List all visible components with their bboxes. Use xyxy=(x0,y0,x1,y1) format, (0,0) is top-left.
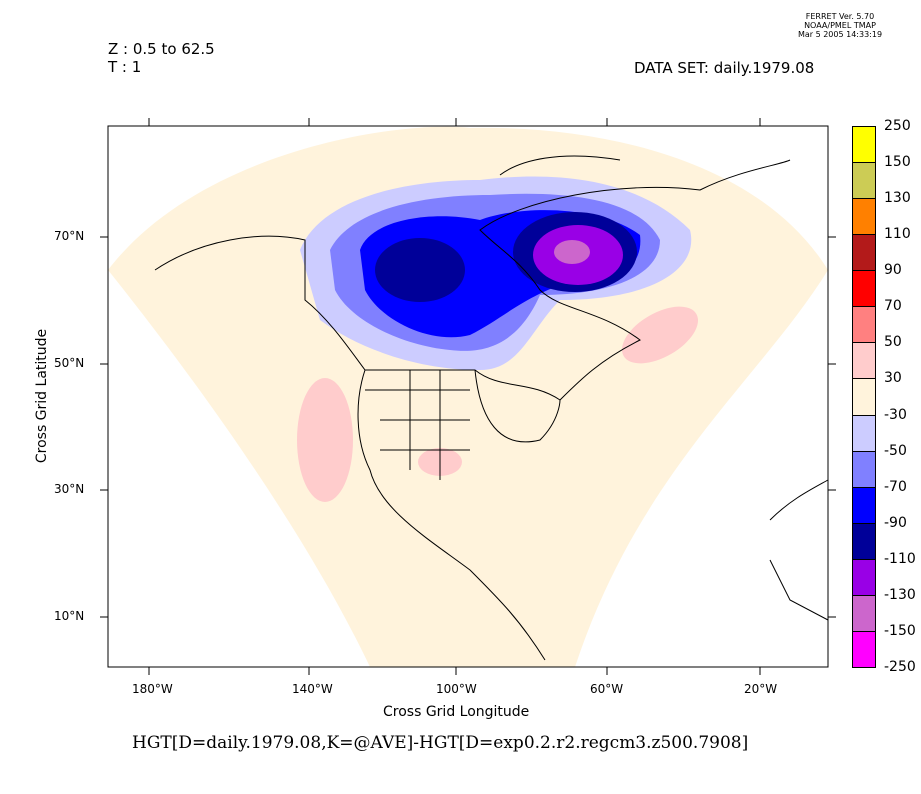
colorbar-swatch xyxy=(852,486,876,524)
colorbar-label: 70 xyxy=(884,298,902,315)
y-tick: 30°N xyxy=(54,482,85,496)
y-tick: 10°N xyxy=(54,609,85,623)
anomaly-orchid xyxy=(554,240,590,264)
stamp-date: Mar 5 2005 14:33:19 xyxy=(797,30,883,39)
colorbar-label: -30 xyxy=(884,406,907,423)
t-value: T : 1 xyxy=(108,58,142,76)
x-tick: 180°W xyxy=(132,682,173,696)
colorbar-label: 50 xyxy=(884,334,902,351)
z-range: Z : 0.5 to 62.5 xyxy=(108,40,215,58)
colorbar-swatch xyxy=(852,270,876,308)
y-tick: 50°N xyxy=(54,356,85,370)
colorbar-label: 90 xyxy=(884,262,902,279)
stamp-version: FERRET Ver. 5.70 xyxy=(805,12,875,21)
colorbar-label: 150 xyxy=(884,154,911,171)
colorbar-swatch xyxy=(852,234,876,272)
colorbar-label: -110 xyxy=(884,550,916,567)
colorbar-swatch xyxy=(852,450,876,488)
colorbar-label: -150 xyxy=(884,622,916,639)
colorbar-swatch xyxy=(852,306,876,344)
colorbar-swatch xyxy=(852,342,876,380)
colorbar-label: 30 xyxy=(884,370,902,387)
x-tick: 20°W xyxy=(744,682,778,696)
dataset-label: DATA SET: daily.1979.08 xyxy=(634,59,815,77)
colorbar-swatch xyxy=(852,378,876,416)
colorbar-label: -90 xyxy=(884,514,907,531)
colorbar-swatch xyxy=(852,198,876,236)
colorbar-label: 130 xyxy=(884,190,911,207)
plot-title: HGT[D=daily.1979.08,K=@AVE]-HGT[D=exp0.2… xyxy=(132,733,749,753)
x-tick: 60°W xyxy=(590,682,624,696)
colorbar-swatch xyxy=(852,414,876,452)
colorbar-swatch xyxy=(852,162,876,200)
colorbar-label: -250 xyxy=(884,659,916,675)
colorbar-swatch xyxy=(852,558,876,596)
colorbar-label: -130 xyxy=(884,586,916,603)
y-axis-label: Cross Grid Latitude xyxy=(34,328,50,464)
colorbar-swatch xyxy=(852,594,876,632)
plot-frame xyxy=(107,125,829,668)
x-tick: 140°W xyxy=(292,682,333,696)
x-tick: 100°W xyxy=(436,682,477,696)
colorbar-label: 110 xyxy=(884,226,911,243)
anomaly-pink-west xyxy=(297,378,353,502)
axis-ticks xyxy=(100,118,836,675)
x-axis-label: Cross Grid Longitude xyxy=(383,704,530,720)
coastlines xyxy=(154,155,829,661)
colorbar-label: -50 xyxy=(884,442,907,459)
ferret-stamp: FERRET Ver. 5.70 NOAA/PMEL TMAP Mar 5 20… xyxy=(780,12,900,39)
colorbar-swatch xyxy=(852,522,876,560)
colorbar-label: 250 xyxy=(884,118,911,134)
y-tick: 70°N xyxy=(54,229,85,243)
anomaly-dark-blue-west xyxy=(375,238,465,302)
anomaly-pink-east xyxy=(622,306,698,364)
stamp-org: NOAA/PMEL TMAP xyxy=(804,21,876,30)
colorbar-label: -70 xyxy=(884,478,907,495)
colorbar-swatch xyxy=(852,630,876,668)
colorbar-swatch xyxy=(852,126,876,164)
